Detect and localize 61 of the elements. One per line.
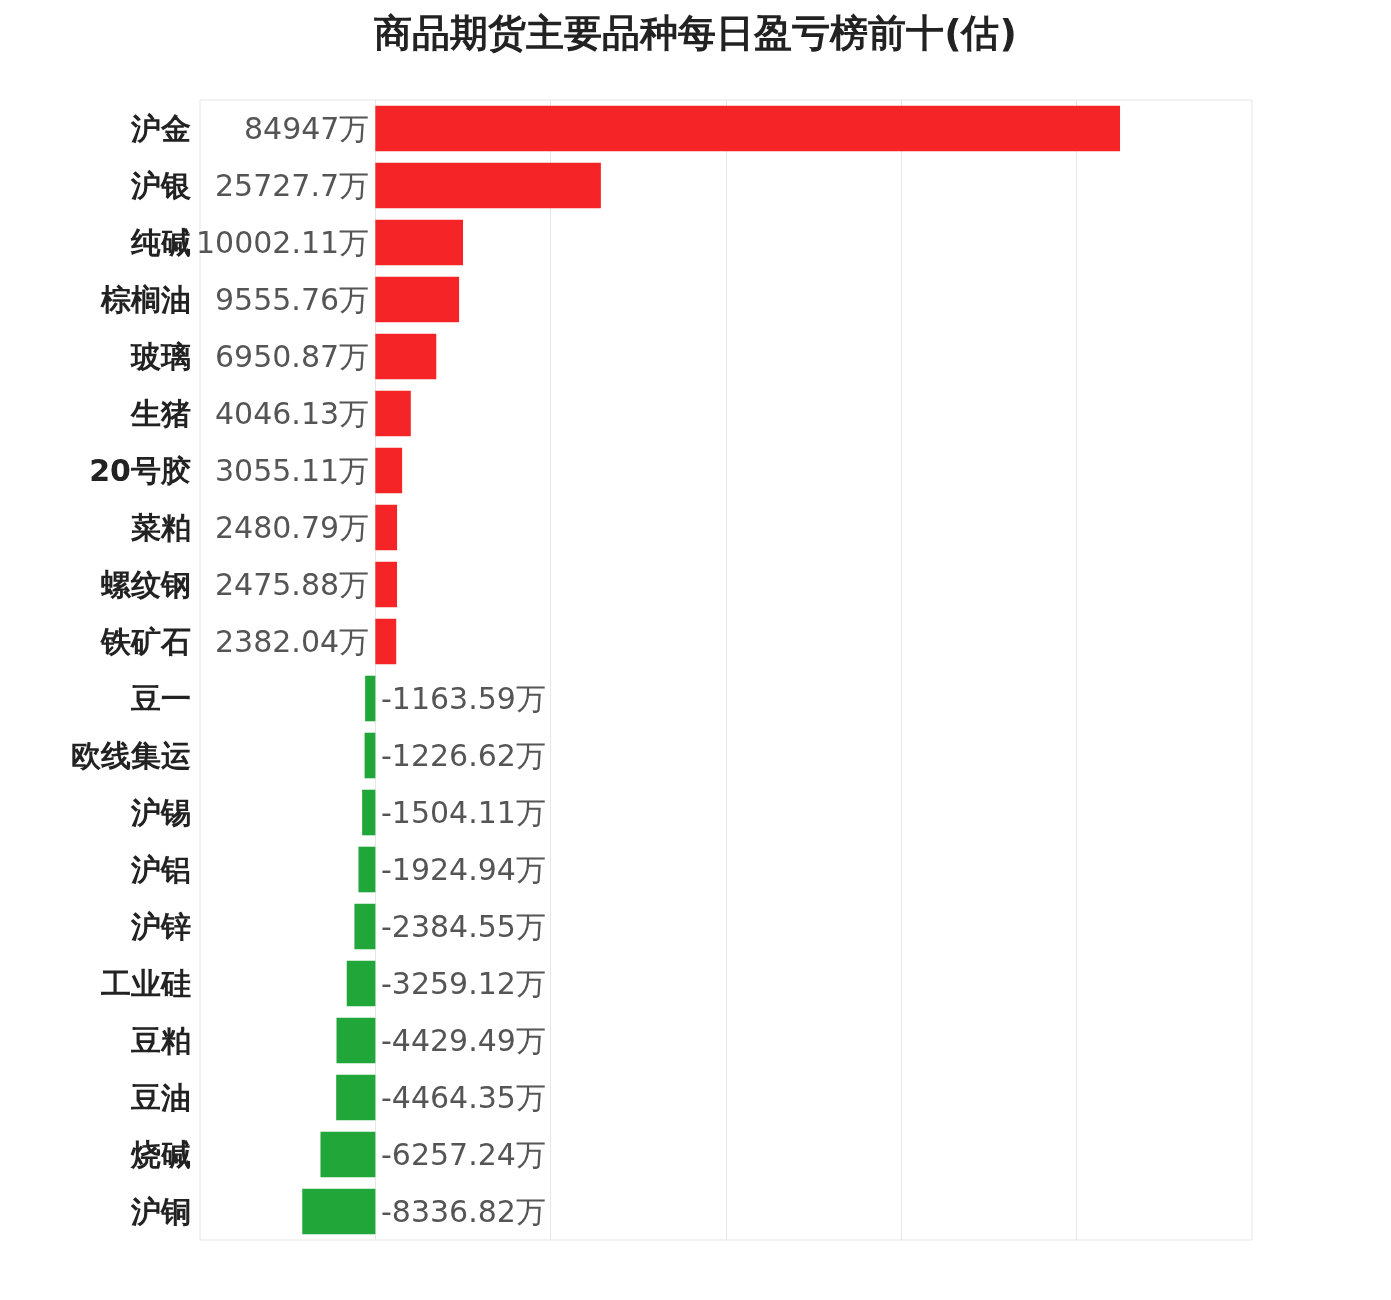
y-tick-label: 沪金 [130, 111, 191, 146]
data-label: 9555.76万 [215, 282, 370, 317]
bar [375, 390, 411, 437]
bar [354, 903, 376, 950]
bar [358, 846, 376, 893]
y-tick-label: 豆油 [130, 1080, 191, 1115]
bar [336, 1074, 376, 1121]
bar [375, 333, 437, 380]
y-tick-label: 沪锌 [130, 909, 191, 944]
data-label: 10002.11万 [196, 225, 370, 260]
bar [362, 789, 376, 836]
data-label: 6950.87万 [215, 339, 370, 374]
bar [375, 618, 397, 665]
data-label: -8336.82万 [381, 1194, 546, 1229]
data-label: -1504.11万 [381, 795, 546, 830]
y-tick-label: 螺纹钢 [100, 567, 191, 602]
y-tick-label: 沪铝 [130, 852, 191, 887]
y-tick-label: 欧线集运 [71, 738, 191, 773]
bar [346, 960, 376, 1007]
y-tick-label: 烧碱 [130, 1137, 191, 1172]
data-label: -4464.35万 [381, 1080, 546, 1115]
bar [365, 675, 376, 722]
y-tick-label: 20号胶 [89, 453, 191, 488]
y-tick-label: 工业硅 [100, 966, 191, 1001]
bar [375, 276, 460, 323]
y-tick-label: 生猪 [130, 396, 191, 431]
bar [375, 561, 398, 608]
y-tick-label: 豆粕 [130, 1023, 191, 1058]
data-label: 2480.79万 [215, 510, 370, 545]
y-tick-label: 豆一 [130, 681, 191, 716]
y-tick-label: 纯碱 [130, 225, 191, 260]
bar [364, 732, 376, 779]
data-label: -1226.62万 [381, 738, 546, 773]
y-tick-label: 沪银 [130, 168, 191, 203]
data-label: -2384.55万 [381, 909, 546, 944]
data-label: 2475.88万 [215, 567, 370, 602]
bar [375, 105, 1121, 152]
bar [302, 1188, 376, 1235]
bar [336, 1017, 376, 1064]
data-label: -3259.12万 [381, 966, 546, 1001]
y-tick-label: 沪锡 [130, 795, 191, 830]
bar [320, 1131, 376, 1178]
data-label: 3055.11万 [215, 453, 370, 488]
bar [375, 162, 601, 209]
bar [375, 219, 464, 266]
data-label: -6257.24万 [381, 1137, 546, 1172]
y-tick-label: 玻璃 [130, 339, 191, 374]
data-label: -4429.49万 [381, 1023, 546, 1058]
data-label: 25727.7万 [215, 168, 370, 203]
data-label: 84947万 [244, 111, 370, 146]
data-label: -1924.94万 [381, 852, 546, 887]
y-tick-label: 沪铜 [130, 1194, 191, 1229]
chart-title: 商品期货主要品种每日盈亏榜前十(估) [374, 11, 1017, 56]
y-tick-label: 铁矿石 [100, 624, 191, 659]
data-label: 2382.04万 [215, 624, 370, 659]
bar [375, 504, 398, 551]
data-label: 4046.13万 [215, 396, 370, 431]
bar [375, 447, 403, 494]
data-label: -1163.59万 [381, 681, 546, 716]
y-tick-label: 菜粕 [130, 510, 191, 545]
y-tick-label: 棕榈油 [100, 282, 191, 317]
